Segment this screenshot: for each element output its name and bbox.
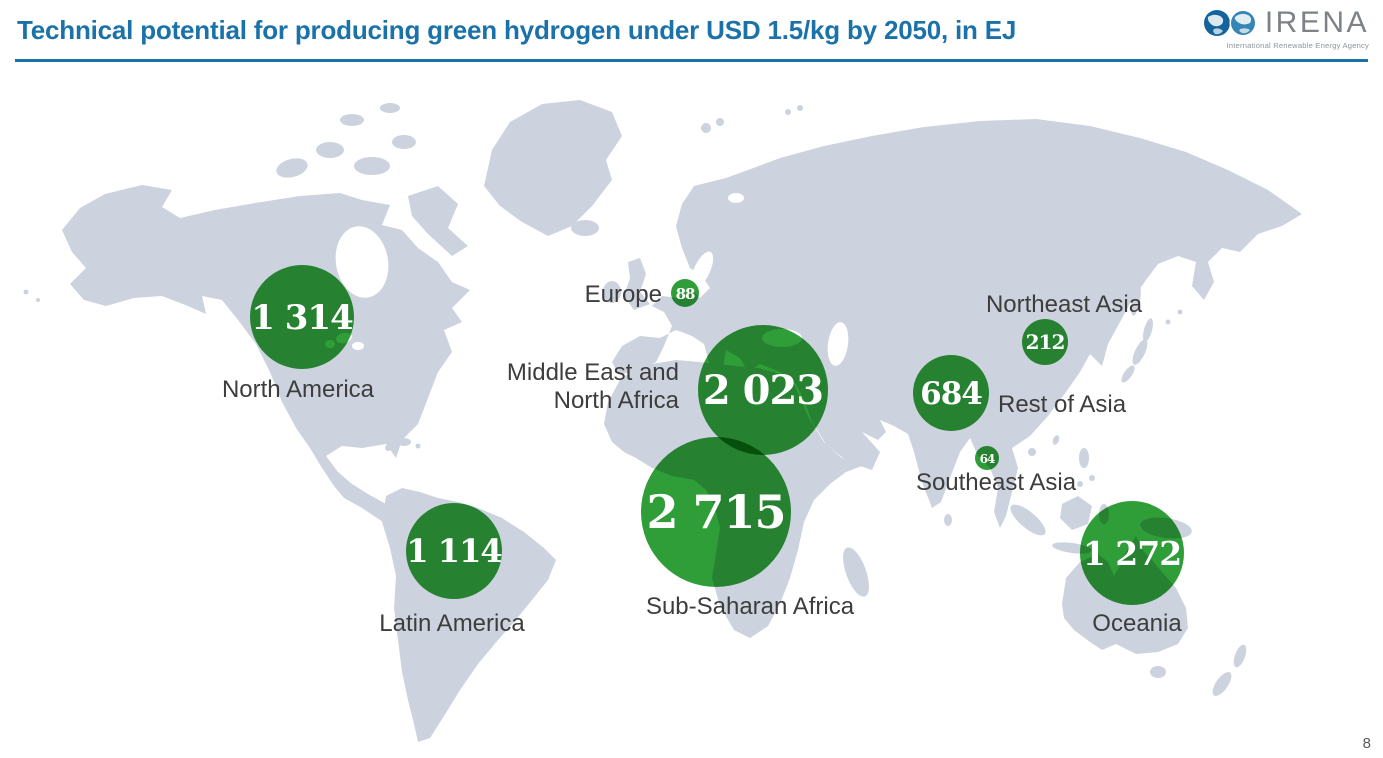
- bubble-north-america: [250, 265, 354, 369]
- label-oceania: Oceania: [1092, 610, 1182, 637]
- label-mena-line1: Middle East and: [507, 359, 679, 386]
- irena-globe-icon: [1203, 9, 1257, 37]
- value-europe: 88: [676, 285, 695, 303]
- value-oceania: 1 272: [1083, 534, 1181, 573]
- label-sub-saharan-africa: Sub-Saharan Africa: [646, 593, 855, 620]
- irena-tagline: International Renewable Energy Agency: [1226, 41, 1369, 50]
- irena-logo: IRENA International Renewable Energy Age…: [1189, 7, 1369, 50]
- value-latin-america: 1 114: [406, 532, 501, 570]
- irena-wordmark: IRENA: [1264, 6, 1369, 39]
- world-map: [23, 100, 1302, 742]
- bubble-europe: [671, 279, 699, 307]
- bubble-oceania: [1080, 501, 1184, 605]
- label-northeast-asia: Northeast Asia: [986, 291, 1143, 318]
- bubble-sub-saharan-africa: [641, 437, 791, 587]
- bubble-southeast-asia: [975, 446, 999, 470]
- bubble-latin-america: [406, 503, 502, 599]
- bubble-values: 1 314 1 114 88 2 023 2 715 212 684 64 1 …: [251, 285, 1182, 573]
- label-latin-america: Latin America: [379, 610, 525, 637]
- label-europe: Europe: [585, 281, 662, 308]
- label-north-america: North America: [222, 376, 375, 403]
- value-southeast-asia: 64: [980, 452, 995, 466]
- value-mena: 2 023: [703, 367, 823, 414]
- label-southeast-asia: Southeast Asia: [916, 469, 1077, 496]
- value-northeast-asia: 212: [1026, 330, 1065, 354]
- bubble-northeast-asia: [1022, 319, 1068, 365]
- bubble-circles: [250, 265, 1184, 605]
- label-rest-of-asia: Rest of Asia: [998, 391, 1127, 418]
- label-mena-line2: North Africa: [554, 387, 680, 414]
- region-labels: North America Latin America Europe Middl…: [222, 281, 1182, 637]
- value-sub-saharan-africa: 2 715: [646, 485, 785, 539]
- value-rest-of-asia: 684: [920, 376, 982, 412]
- bubble-mena: [698, 325, 828, 455]
- page-title: Technical potential for producing green …: [17, 15, 1017, 45]
- value-north-america: 1 314: [251, 298, 353, 338]
- title-divider: [15, 59, 1368, 62]
- bubble-rest-of-asia: [913, 355, 989, 431]
- page-number: 8: [1362, 735, 1371, 752]
